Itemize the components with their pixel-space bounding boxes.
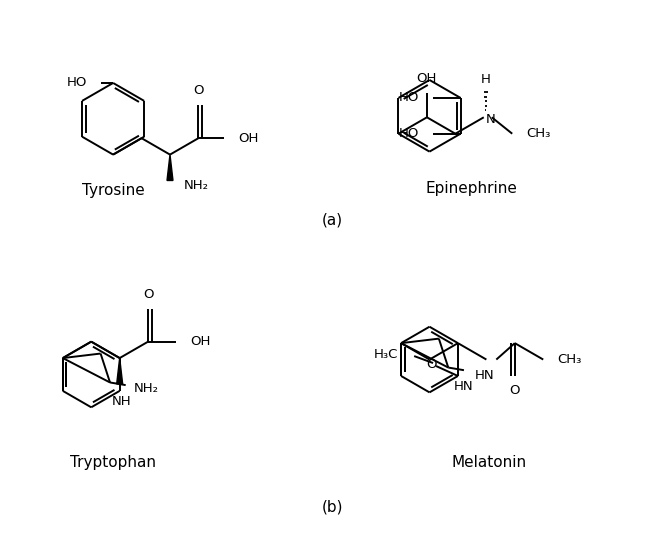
Text: HO: HO [398, 127, 419, 140]
Text: Tryptophan: Tryptophan [70, 455, 156, 469]
Text: OH: OH [417, 72, 437, 85]
Text: O: O [193, 84, 203, 97]
Text: HN: HN [475, 368, 494, 381]
Text: HO: HO [67, 77, 87, 89]
Text: HN: HN [454, 380, 473, 393]
Text: NH: NH [112, 395, 132, 408]
Text: Melatonin: Melatonin [452, 455, 527, 469]
Text: Tyrosine: Tyrosine [82, 183, 144, 198]
Text: CH₃: CH₃ [526, 127, 551, 140]
Text: O: O [426, 357, 436, 370]
Text: H: H [481, 73, 491, 86]
Text: H₃C: H₃C [374, 348, 398, 361]
Text: NH₂: NH₂ [184, 179, 209, 192]
Polygon shape [116, 358, 122, 384]
Text: N: N [485, 113, 495, 126]
Text: O: O [509, 384, 520, 397]
Text: HO: HO [398, 91, 419, 104]
Text: CH₃: CH₃ [557, 353, 581, 366]
Text: NH₂: NH₂ [134, 382, 158, 395]
Text: OH: OH [190, 335, 210, 348]
Text: (b): (b) [321, 499, 342, 514]
Text: O: O [143, 288, 154, 301]
Text: OH: OH [238, 132, 259, 145]
Text: Epinephrine: Epinephrine [426, 181, 517, 196]
Text: (a): (a) [321, 213, 342, 228]
Polygon shape [167, 154, 173, 181]
